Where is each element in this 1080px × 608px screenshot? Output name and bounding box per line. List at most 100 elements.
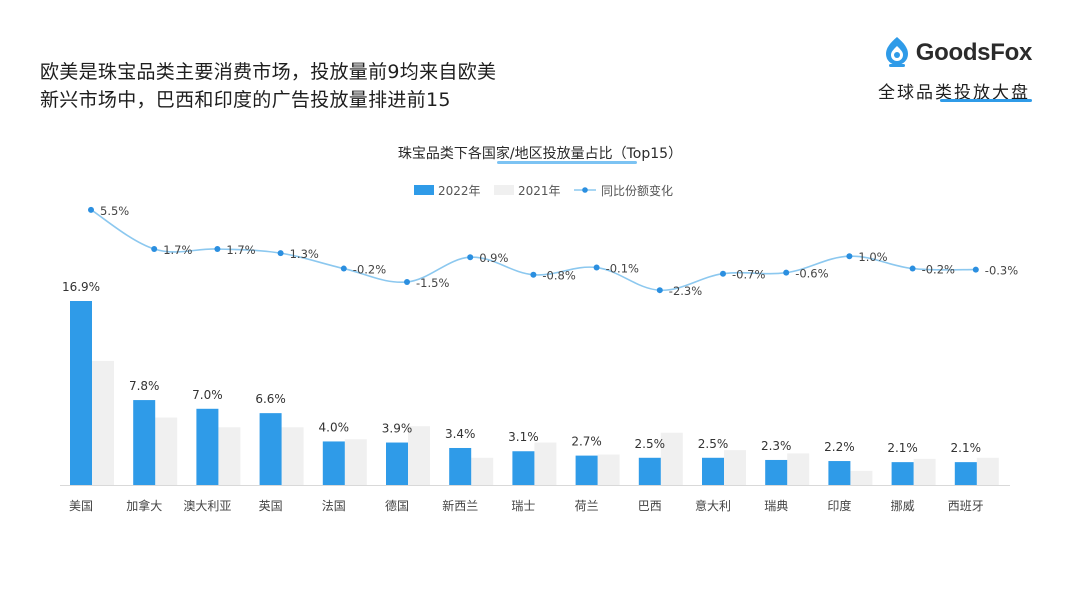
- bar-2022: [828, 461, 851, 485]
- bar-2022-value-label: 3.1%: [508, 430, 539, 444]
- x-tick-label: 印度: [827, 498, 851, 513]
- bar-2022: [133, 400, 156, 485]
- bar-2021: [913, 458, 936, 485]
- change-value-label: -0.7%: [732, 268, 765, 282]
- legend-label-2021: 2021年: [518, 184, 561, 198]
- change-value-label: -2.3%: [669, 284, 702, 298]
- change-value-label: 1.7%: [226, 243, 255, 257]
- change-point: [656, 287, 663, 294]
- change-point: [530, 271, 537, 278]
- change-value-label: 0.9%: [479, 251, 508, 265]
- bar-2022-value-label: 16.9%: [62, 280, 100, 294]
- bar-2021: [218, 427, 241, 485]
- bar-2022-value-label: 2.1%: [887, 441, 918, 455]
- bars-group: 16.9% 7.8% 7.0% 6.6% 4.0% 3.9% 3.4% 3.1% 2.7% 2.5…: [60, 280, 1010, 486]
- bar-2022: [954, 462, 977, 485]
- bar-2022: [196, 408, 219, 485]
- goodsfox-logo-icon: [882, 34, 912, 72]
- bar-2021: [344, 439, 367, 485]
- x-tick-label: 新西兰: [442, 498, 478, 513]
- change-point: [340, 265, 347, 272]
- brand-underline: [940, 99, 1032, 102]
- change-line-group: 5.5% 1.7% 1.7% 1.3% -0.2% -1.5% 0.9% -0.8% -0.1%…: [88, 204, 1018, 298]
- bar-2021: [976, 457, 999, 485]
- x-tick-label: 西班牙: [948, 499, 984, 513]
- bar-2021: [850, 470, 873, 485]
- chart-title: 珠宝品类下各国家/地区投放量占比（Top15）: [397, 146, 683, 162]
- bar-2022-value-label: 4.0%: [319, 420, 350, 434]
- bar-2021: [281, 427, 304, 485]
- change-point: [467, 254, 474, 261]
- change-point: [88, 206, 94, 213]
- headline-line-2: 新兴市场中，巴西和印度的广告投放量排进前15: [40, 89, 451, 111]
- x-tick-label: 澳大利亚: [183, 499, 231, 513]
- change-point: [277, 250, 284, 257]
- change-point: [214, 245, 221, 252]
- bar-2022: [638, 457, 661, 485]
- change-value-label: 5.5%: [100, 204, 129, 218]
- change-point: [593, 264, 600, 271]
- bar-2022-value-label: 7.0%: [192, 388, 223, 402]
- legend-swatch-2022: [414, 185, 434, 195]
- x-axis-labels: 美国 加拿大 澳大利亚 英国 法国 德国 新西兰 瑞士 荷兰 巴西 意大利 瑞典 印度 挪威 西班牙: [69, 498, 984, 513]
- bar-2022-value-label: 2.3%: [761, 439, 792, 453]
- x-tick-label: 加拿大: [126, 498, 162, 513]
- change-value-label: -0.6%: [795, 267, 828, 281]
- change-value-label: -0.8%: [542, 269, 575, 283]
- bar-2021: [471, 457, 494, 485]
- change-point: [846, 253, 853, 260]
- change-line: [90, 209, 976, 291]
- x-tick-label: 挪威: [891, 499, 915, 513]
- bar-2022: [891, 462, 914, 485]
- change-value-label: -0.1%: [606, 262, 639, 276]
- x-tick-label: 荷兰: [575, 499, 599, 513]
- x-tick-label: 法国: [322, 499, 346, 513]
- bar-2022: [259, 413, 282, 485]
- bar-2022: [765, 459, 788, 485]
- bar-2022-value-label: 2.2%: [824, 440, 855, 454]
- change-point: [783, 269, 790, 276]
- bar-2022-value-label: 3.9%: [382, 422, 413, 436]
- change-value-label: 1.3%: [290, 247, 319, 261]
- bar-2022: [70, 301, 92, 485]
- change-value-label: -0.2%: [353, 263, 386, 277]
- bar-2021: [724, 450, 746, 485]
- bar-2022: [575, 455, 598, 485]
- change-value-label: 1.0%: [858, 250, 887, 264]
- bar-2021: [787, 453, 810, 485]
- change-point: [151, 245, 158, 252]
- bar-2022: [702, 457, 724, 485]
- brand-logo: GoodsFox: [882, 34, 1032, 72]
- bar-2022: [386, 442, 408, 485]
- brand-subtitle: 全球品类投放大盘: [878, 83, 1030, 103]
- x-tick-label: 英国: [259, 499, 283, 513]
- bar-2022-value-label: 7.8%: [129, 379, 160, 393]
- change-point: [972, 266, 979, 273]
- bar-2022-value-label: 2.5%: [698, 437, 729, 451]
- bar-2021: [155, 417, 178, 485]
- legend-label-change: 同比份额变化: [601, 183, 673, 198]
- change-value-label: 1.7%: [163, 243, 192, 257]
- change-point: [404, 278, 410, 285]
- headline: 欧美是珠宝品类主要消费市场，投放量前9均来自欧美 新兴市场中，巴西和印度的广告投…: [40, 58, 496, 114]
- bar-2022-value-label: 2.1%: [951, 441, 982, 455]
- change-value-label: -0.3%: [985, 264, 1018, 278]
- change-point: [909, 265, 916, 272]
- bar-2021: [408, 426, 430, 485]
- change-value-label: -0.2%: [922, 263, 955, 277]
- x-tick-label: 瑞士: [511, 499, 535, 513]
- bar-2022: [322, 441, 345, 485]
- bar-2022-value-label: 2.5%: [635, 437, 666, 451]
- bar-2022: [512, 451, 535, 485]
- change-value-label: -1.5%: [416, 276, 449, 290]
- headline-line-1: 欧美是珠宝品类主要消费市场，投放量前9均来自欧美: [40, 61, 497, 83]
- bar-2022: [449, 447, 472, 485]
- brand: GoodsFox 全球品类投放大盘: [852, 34, 1032, 104]
- change-point: [720, 270, 726, 277]
- bar-2022-value-label: 3.4%: [445, 427, 476, 441]
- bar-2021: [660, 432, 683, 485]
- x-tick-label: 意大利: [695, 498, 731, 513]
- chart-title-underline: [497, 161, 637, 164]
- legend-swatch-point: [582, 187, 588, 193]
